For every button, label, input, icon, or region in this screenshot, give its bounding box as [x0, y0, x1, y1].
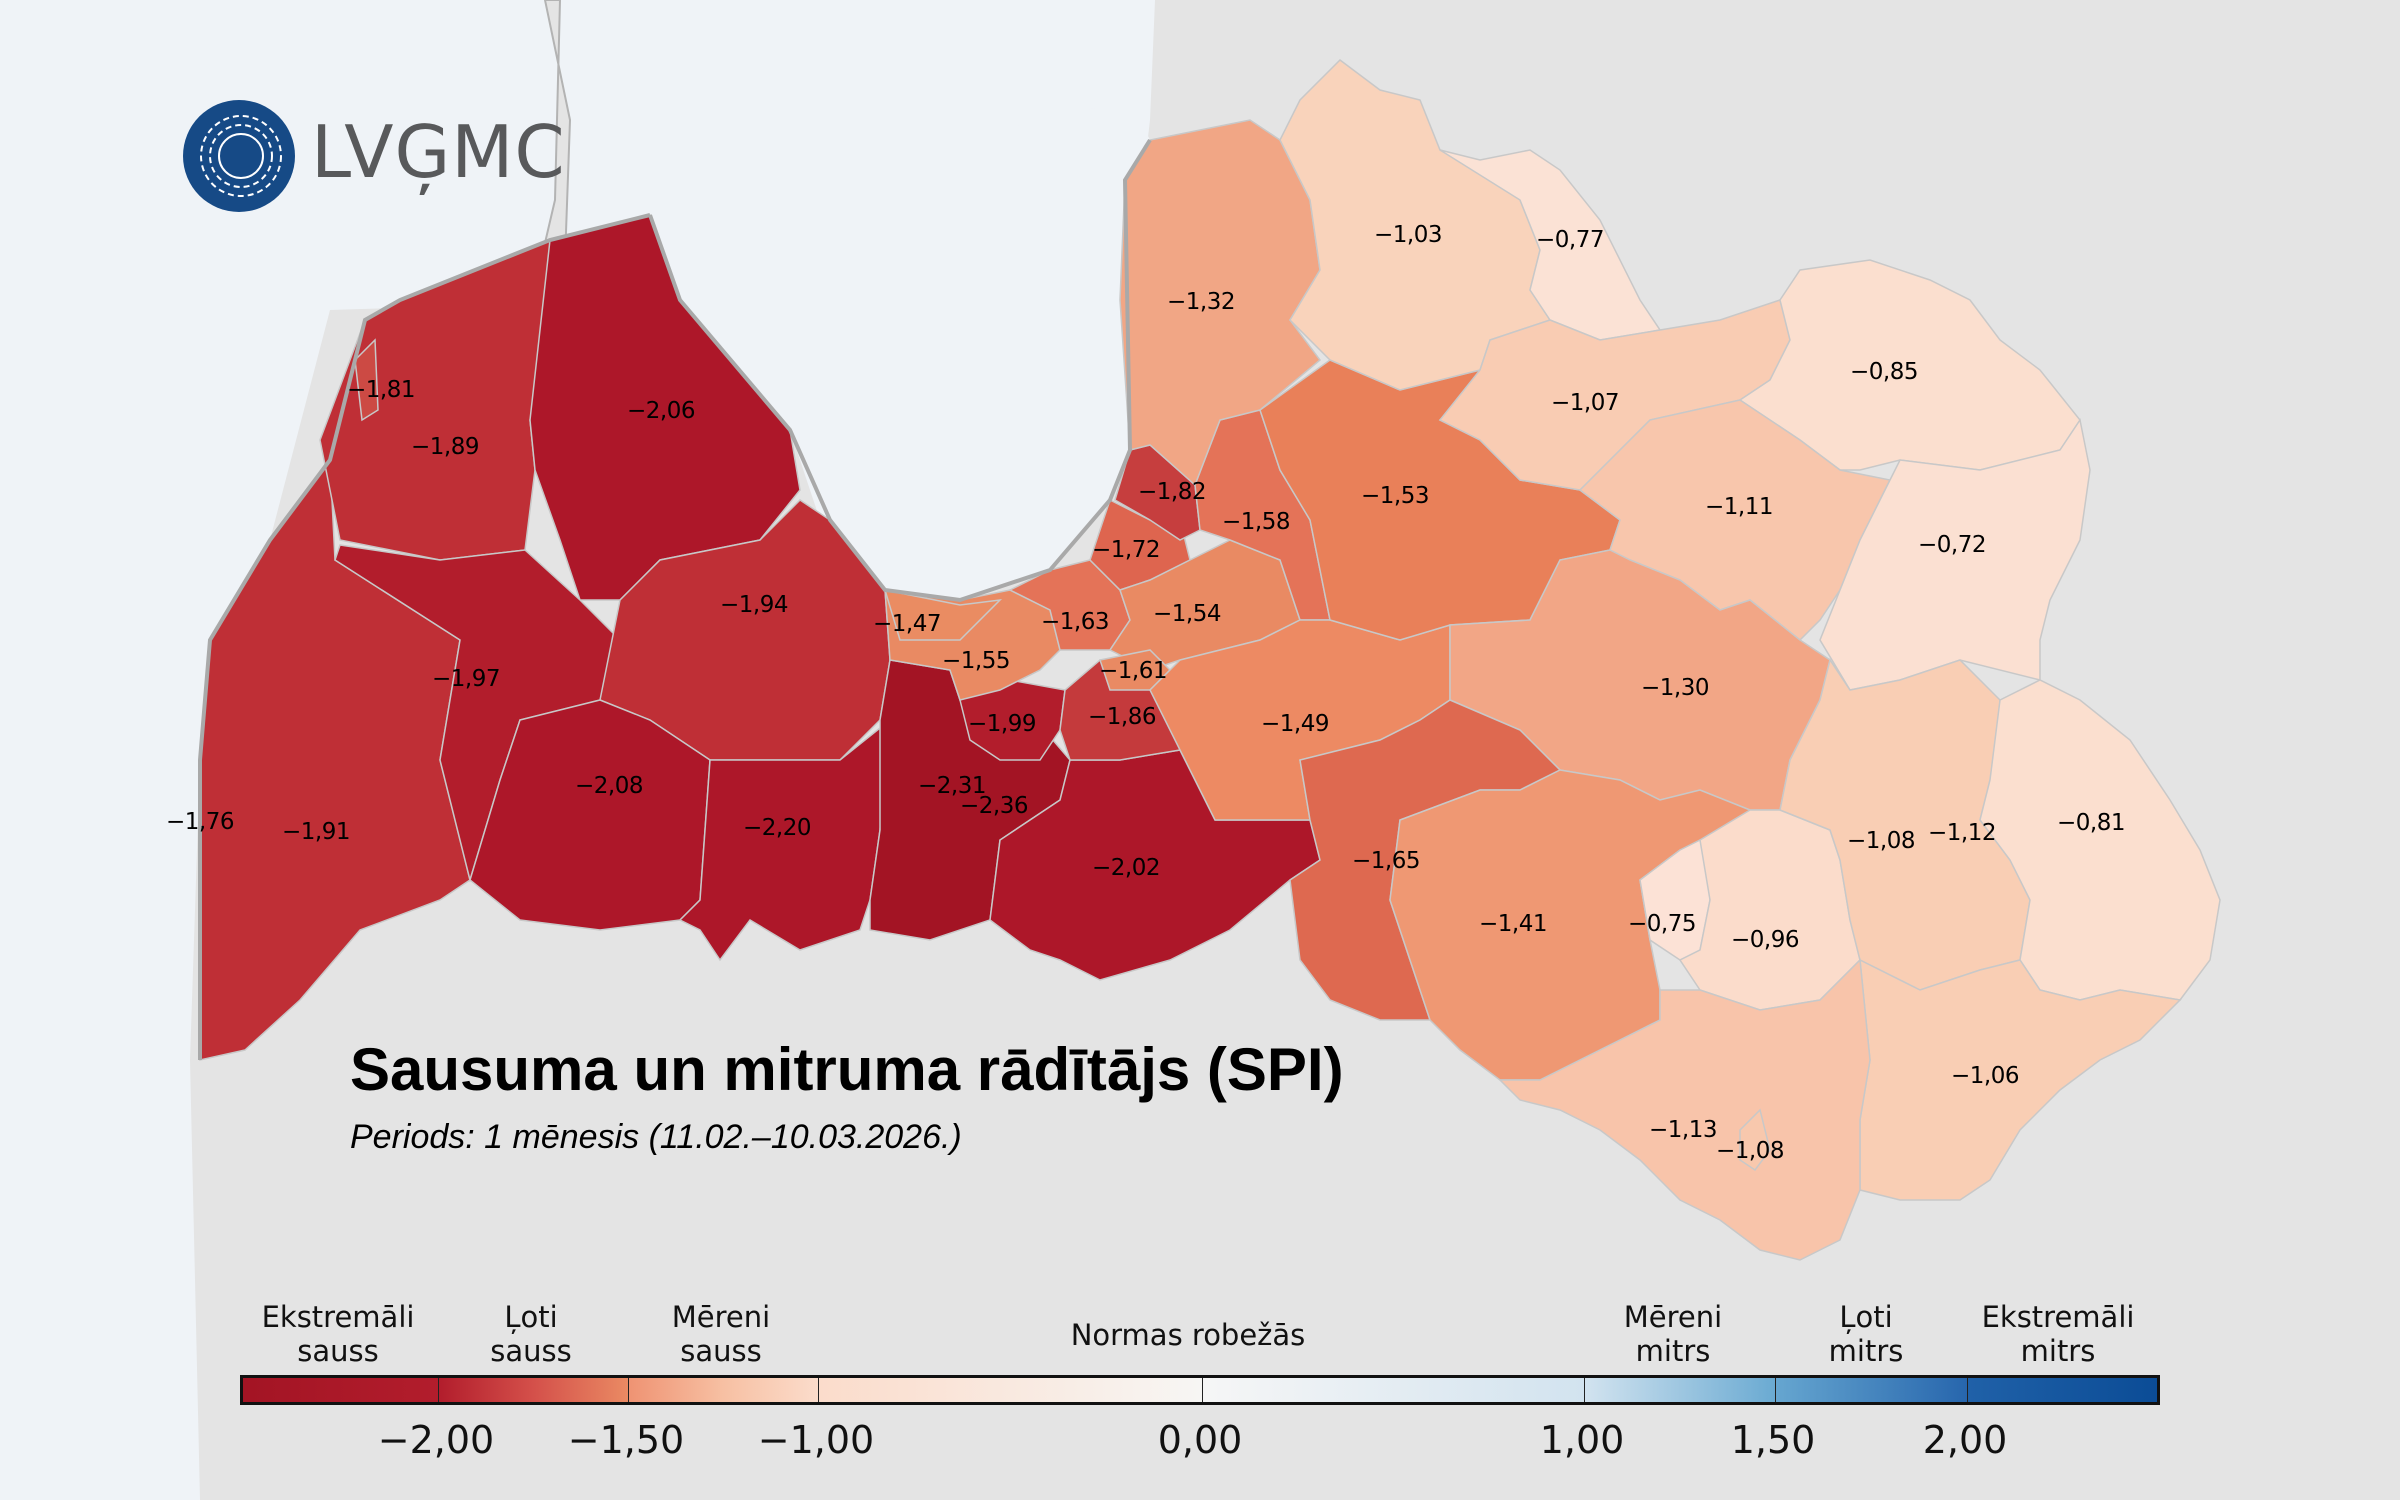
legend-seg-moderately-dry	[629, 1378, 819, 1402]
legend-label-line2: mitrs	[1635, 1334, 1711, 1368]
legend-category-label: Ļoti sauss	[490, 1300, 571, 1368]
region-value: −1,97	[432, 666, 500, 692]
lvgmc-concentric-waves-icon	[183, 100, 295, 212]
region-value: −1,13	[1649, 1117, 1717, 1143]
region-value: −1,91	[282, 819, 350, 845]
map-subtitle: Periods: 1 mēnesis (11.02.–10.03.2026.)	[350, 1118, 962, 1156]
legend-category-label: Mēreni sauss	[672, 1300, 770, 1368]
legend-seg-extreme-wet	[1968, 1378, 2157, 1402]
region-value: −1,89	[411, 434, 479, 460]
legend-category-label: Mēreni mitrs	[1624, 1300, 1722, 1368]
region-value: −2,36	[960, 793, 1028, 819]
region-value: −1,76	[166, 809, 234, 835]
legend-label-line2: sauss	[680, 1334, 762, 1368]
legend-category-label: Ekstremāli sauss	[262, 1300, 415, 1368]
region-value: −1,81	[347, 377, 415, 403]
legend-label-line2: mitrs	[2020, 1334, 2096, 1368]
region-value: −1,86	[1088, 704, 1156, 730]
region-value: −1,11	[1705, 494, 1773, 520]
latvia-regions	[199, 59, 2221, 1261]
region-value: −0,72	[1918, 532, 1986, 558]
legend-category-label: Normas robežās	[1071, 1318, 1306, 1352]
legend-tick: −2,00	[377, 1418, 495, 1462]
region-value: −0,77	[1536, 227, 1604, 253]
region-value: −1,08	[1716, 1138, 1784, 1164]
region-value: −0,85	[1850, 359, 1918, 385]
region-value: −1,72	[1092, 537, 1160, 563]
legend-label-line1: Ekstremāli	[1981, 1300, 2135, 1334]
legend-category-label: Ekstremāli mitrs	[1982, 1300, 2135, 1368]
region-value: −1,99	[968, 711, 1036, 737]
legend-tick: 2,00	[1922, 1418, 2008, 1462]
legend-label-line2: mitrs	[1828, 1334, 1904, 1368]
map-title: Sausuma un mitruma rādītājs (SPI)	[350, 1036, 1344, 1103]
legend-category-label: Ļoti mitrs	[1829, 1300, 1904, 1368]
legend-seg-moderately-wet	[1585, 1378, 1776, 1402]
region-value: −1,94	[720, 592, 788, 618]
legend-seg-very-wet	[1776, 1378, 1968, 1402]
legend-label-line1: Normas robežās	[1070, 1318, 1306, 1352]
region-value: −1,41	[1479, 911, 1547, 937]
legend-label-line1: Mēreni	[1623, 1300, 1723, 1334]
region-value: −1,47	[873, 611, 941, 637]
legend-label-line2: sauss	[490, 1334, 572, 1368]
legend-label-line2: sauss	[297, 1334, 379, 1368]
region-value: −0,81	[2057, 810, 2125, 836]
region-value: −1,06	[1951, 1063, 2019, 1089]
legend-seg-very-dry	[439, 1378, 629, 1402]
region-value: −2,08	[575, 773, 643, 799]
region-value: −2,06	[627, 398, 695, 424]
region-value: −1,65	[1352, 848, 1420, 874]
region-value: −1,61	[1099, 658, 1167, 684]
region-value: −1,32	[1167, 289, 1235, 315]
region-value: −1,03	[1374, 222, 1442, 248]
region-value: −1,08	[1847, 828, 1915, 854]
region-value: −1,58	[1222, 509, 1290, 535]
legend-label-line1: Mēreni	[671, 1300, 771, 1334]
region-value: −1,49	[1261, 711, 1329, 737]
legend-tick: 1,00	[1539, 1418, 1625, 1462]
legend-tick: −1,50	[567, 1418, 685, 1462]
region-value: −0,96	[1731, 927, 1799, 953]
legend-seg-normal-dry	[819, 1378, 1203, 1402]
region-value: −1,07	[1551, 390, 1619, 416]
region-value: −1,82	[1138, 479, 1206, 505]
legend-tick: −1,00	[757, 1418, 875, 1462]
lvgmc-logo: LVĢMC	[183, 100, 566, 212]
region-value: −0,75	[1628, 911, 1696, 937]
region-value: −1,12	[1928, 820, 1996, 846]
legend-seg-normal-wet	[1203, 1378, 1585, 1402]
legend-color-bar	[240, 1375, 2160, 1405]
legend-tick: 1,50	[1730, 1418, 1816, 1462]
legend-tick: 0,00	[1157, 1418, 1243, 1462]
region-value: −1,30	[1641, 675, 1709, 701]
logo-text: LVĢMC	[311, 110, 566, 194]
region-value: −2,20	[743, 815, 811, 841]
region-value: −1,54	[1153, 601, 1221, 627]
region-value: −1,53	[1361, 483, 1429, 509]
region-value: −1,55	[942, 648, 1010, 674]
legend-label-line1: Ļoti	[504, 1300, 558, 1334]
region-value: −1,63	[1041, 609, 1109, 635]
gulf-of-riga	[650, 100, 1150, 600]
legend-label-line1: Ļoti	[1839, 1300, 1893, 1334]
region-value: −2,02	[1092, 855, 1160, 881]
region-value: −2,31	[918, 773, 986, 799]
legend-label-line1: Ekstremāli	[261, 1300, 415, 1334]
legend-seg-extreme-dry	[243, 1378, 439, 1402]
